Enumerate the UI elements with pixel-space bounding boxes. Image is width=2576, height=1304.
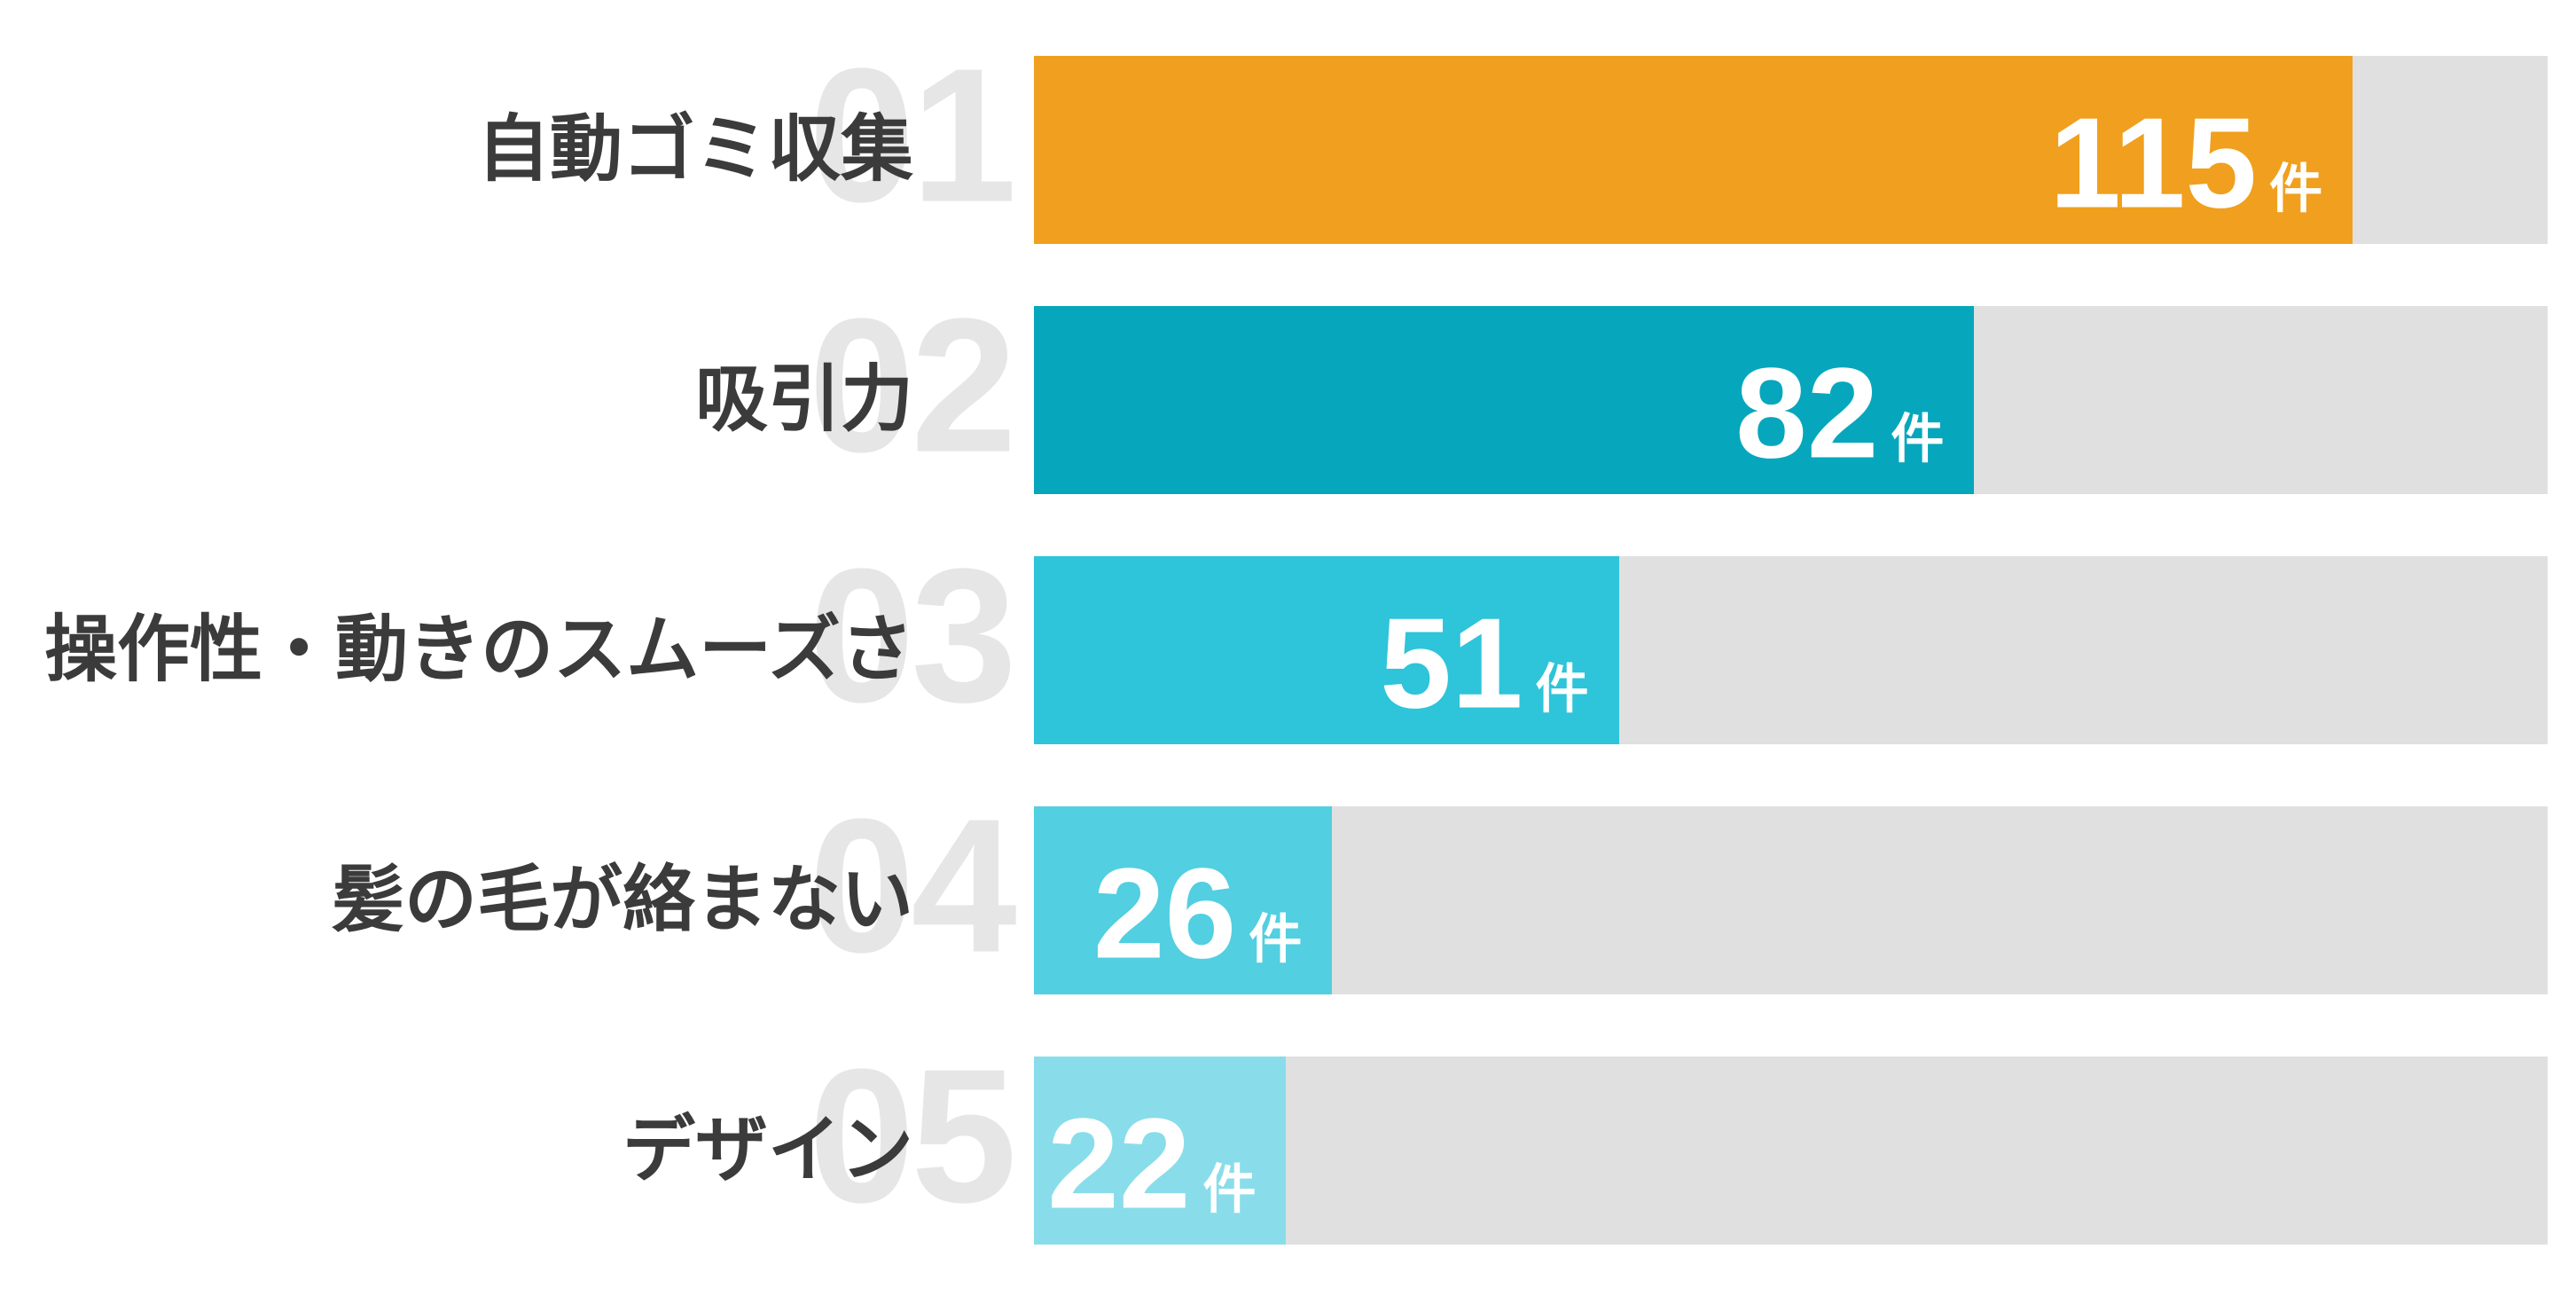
chart-row: 05 デザイン 22 件: [0, 1041, 2576, 1245]
bar-track: 82 件: [1034, 306, 2548, 494]
category-label: 操作性・動きのスムーズさ: [44, 609, 913, 690]
value-number: 26: [1092, 841, 1237, 986]
bar-fill: 82 件: [1034, 306, 1975, 494]
value-group: 115 件: [2049, 90, 2323, 235]
chart-row: 03 操作性・動きのスムーズさ 51 件: [0, 540, 2576, 744]
category-label: 吸引力: [694, 358, 913, 440]
rank-number: 03: [809, 528, 1017, 742]
category-label: デザイン: [622, 1109, 913, 1190]
bar-track: 51 件: [1034, 556, 2548, 744]
value-unit: 件: [1249, 909, 1303, 970]
bar-fill: 26 件: [1034, 806, 1333, 994]
value-group: 22 件: [1047, 1091, 1257, 1236]
rank-number: 01: [809, 27, 1017, 242]
rank-number: 05: [809, 1028, 1017, 1243]
bar-fill: 51 件: [1034, 556, 1619, 744]
value-group: 51 件: [1380, 591, 1589, 735]
rank-number: 02: [809, 278, 1017, 492]
value-group: 26 件: [1092, 841, 1303, 986]
category-label: 髪の毛が絡まない: [331, 859, 913, 940]
chart-row: 01 自動ゴミ収集 115 件: [0, 40, 2576, 244]
value-number: 82: [1735, 341, 1879, 485]
value-unit: 件: [1535, 659, 1589, 719]
value-unit: 件: [1202, 1159, 1257, 1220]
category-label: 自動ゴミ収集: [476, 108, 913, 190]
rank-number: 04: [809, 778, 1017, 993]
chart-row: 04 髪の毛が絡まない 26 件: [0, 790, 2576, 994]
value-group: 82 件: [1735, 341, 1945, 485]
chart-row: 02 吸引力 82 件: [0, 290, 2576, 494]
bar-track: 22 件: [1034, 1057, 2548, 1245]
value-number: 115: [2049, 90, 2258, 235]
bar-fill: 22 件: [1034, 1057, 1287, 1245]
value-number: 51: [1380, 591, 1523, 735]
value-unit: 件: [1891, 409, 1945, 469]
bar-fill: 115 件: [1034, 56, 2353, 244]
bar-track: 26 件: [1034, 806, 2548, 994]
value-unit: 件: [2269, 159, 2323, 219]
value-number: 22: [1047, 1091, 1191, 1236]
bar-track: 115 件: [1034, 56, 2548, 244]
